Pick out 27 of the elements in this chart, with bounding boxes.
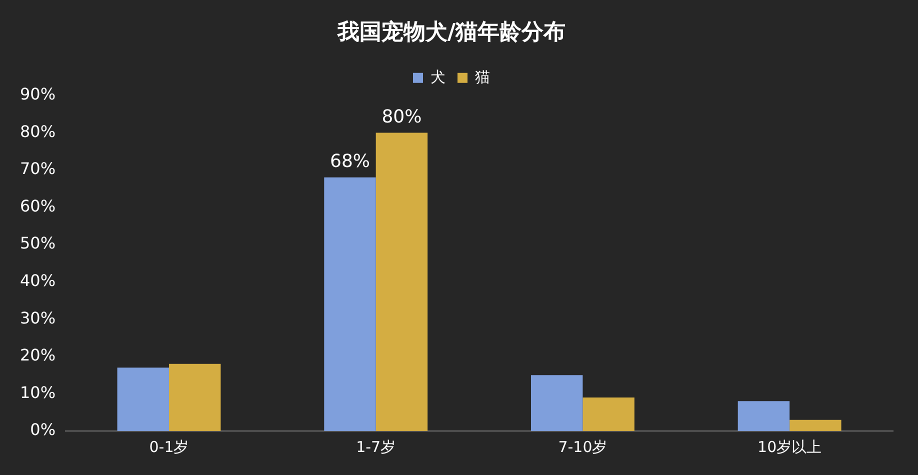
- bar: [117, 368, 169, 431]
- y-tick-label: 70%: [20, 159, 56, 178]
- bar: [582, 397, 634, 431]
- y-tick-label: 0%: [30, 420, 56, 440]
- data-label: 80%: [382, 106, 422, 128]
- bar: [376, 132, 428, 431]
- x-tick-label: 7-10岁: [558, 438, 608, 456]
- y-tick-label: 40%: [20, 271, 56, 290]
- x-tick-label: 1-7岁: [356, 438, 396, 456]
- y-tick-label: 20%: [20, 346, 56, 365]
- x-tick-label: 0-1岁: [149, 438, 189, 456]
- legend-label: 犬: [430, 68, 446, 86]
- bar: [790, 420, 842, 431]
- y-tick-label: 30%: [20, 308, 56, 328]
- chart-title: 我国宠物犬/猫年龄分布: [336, 18, 566, 45]
- x-tick-label: 10岁以上: [758, 438, 822, 456]
- legend-label: 猫: [475, 68, 490, 86]
- y-tick-label: 50%: [20, 234, 56, 253]
- bar: [530, 375, 583, 431]
- bar: [168, 364, 221, 431]
- y-tick-label: 60%: [20, 196, 56, 216]
- bar: [738, 401, 790, 431]
- y-tick-label: 10%: [20, 382, 56, 402]
- y-tick-label: 90%: [20, 84, 56, 104]
- y-tick-label: 80%: [20, 122, 56, 141]
- data-label: 68%: [330, 151, 370, 172]
- bar: [324, 177, 376, 431]
